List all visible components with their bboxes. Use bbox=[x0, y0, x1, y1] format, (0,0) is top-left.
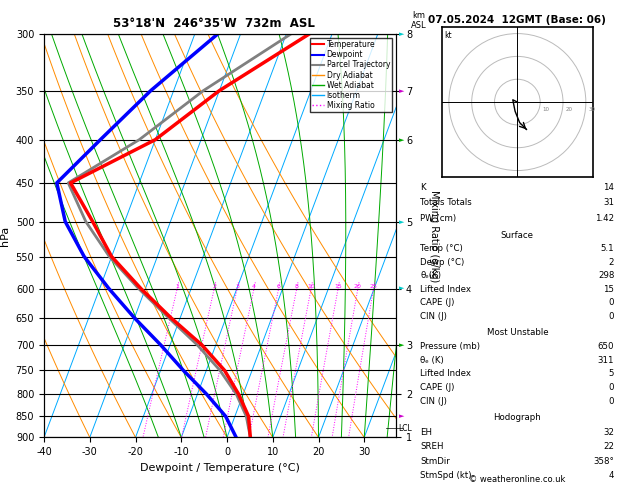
Text: 3: 3 bbox=[235, 283, 239, 289]
Text: Totals Totals: Totals Totals bbox=[420, 198, 472, 208]
Text: Hodograph: Hodograph bbox=[494, 414, 541, 422]
Text: 1.42: 1.42 bbox=[595, 214, 615, 223]
Text: CAPE (J): CAPE (J) bbox=[420, 298, 455, 307]
Text: CAPE (J): CAPE (J) bbox=[420, 383, 455, 392]
Text: CIN (J): CIN (J) bbox=[420, 312, 447, 321]
Text: ►: ► bbox=[399, 219, 405, 225]
Text: ►: ► bbox=[399, 414, 405, 419]
Text: EH: EH bbox=[420, 428, 432, 437]
Text: θₑ (K): θₑ (K) bbox=[420, 356, 444, 364]
Text: 1: 1 bbox=[175, 283, 179, 289]
Text: Most Unstable: Most Unstable bbox=[487, 328, 548, 337]
Text: 25: 25 bbox=[370, 283, 377, 289]
Text: 32: 32 bbox=[603, 428, 615, 437]
Text: 10: 10 bbox=[307, 283, 315, 289]
Text: CIN (J): CIN (J) bbox=[420, 397, 447, 406]
Text: StmSpd (kt): StmSpd (kt) bbox=[420, 471, 472, 480]
Text: 31: 31 bbox=[603, 198, 615, 208]
Text: θₑ(K): θₑ(K) bbox=[420, 271, 442, 280]
Y-axis label: Mixing Ratio (g/kg): Mixing Ratio (g/kg) bbox=[429, 190, 439, 282]
Text: 4: 4 bbox=[609, 471, 615, 480]
Text: kt: kt bbox=[444, 31, 452, 40]
Text: 4: 4 bbox=[252, 283, 256, 289]
Text: 2: 2 bbox=[609, 258, 615, 267]
Text: Pressure (mb): Pressure (mb) bbox=[420, 342, 481, 351]
Text: StmDir: StmDir bbox=[420, 456, 450, 466]
Text: Lifted Index: Lifted Index bbox=[420, 369, 471, 378]
Text: ►: ► bbox=[399, 285, 405, 292]
Text: 15: 15 bbox=[334, 283, 342, 289]
Text: 53°18'N  246°35'W  732m  ASL: 53°18'N 246°35'W 732m ASL bbox=[113, 17, 314, 30]
Text: PW (cm): PW (cm) bbox=[420, 214, 457, 223]
Text: 5: 5 bbox=[609, 369, 615, 378]
Text: 358°: 358° bbox=[593, 456, 615, 466]
Text: 5.1: 5.1 bbox=[601, 244, 615, 253]
Text: 07.05.2024  12GMT (Base: 06): 07.05.2024 12GMT (Base: 06) bbox=[428, 15, 606, 25]
Text: 311: 311 bbox=[598, 356, 615, 364]
Text: 20: 20 bbox=[354, 283, 362, 289]
Y-axis label: hPa: hPa bbox=[0, 226, 10, 246]
Text: 0: 0 bbox=[609, 298, 615, 307]
Text: 2: 2 bbox=[212, 283, 216, 289]
Text: 15: 15 bbox=[603, 285, 615, 294]
Text: 6: 6 bbox=[277, 283, 281, 289]
Text: © weatheronline.co.uk: © weatheronline.co.uk bbox=[469, 474, 565, 484]
X-axis label: Dewpoint / Temperature (°C): Dewpoint / Temperature (°C) bbox=[140, 463, 300, 473]
Text: 22: 22 bbox=[603, 442, 615, 451]
Text: 0: 0 bbox=[609, 383, 615, 392]
Text: 0: 0 bbox=[609, 397, 615, 406]
Text: LCL: LCL bbox=[399, 424, 412, 433]
Text: ►: ► bbox=[399, 31, 405, 37]
Text: ►: ► bbox=[399, 137, 405, 143]
Legend: Temperature, Dewpoint, Parcel Trajectory, Dry Adiabat, Wet Adiabat, Isotherm, Mi: Temperature, Dewpoint, Parcel Trajectory… bbox=[310, 38, 392, 112]
Text: 8: 8 bbox=[295, 283, 299, 289]
Text: 298: 298 bbox=[598, 271, 615, 280]
Text: 0: 0 bbox=[609, 312, 615, 321]
Text: Lifted Index: Lifted Index bbox=[420, 285, 471, 294]
Text: 14: 14 bbox=[603, 183, 615, 192]
Text: Temp (°C): Temp (°C) bbox=[420, 244, 463, 253]
Text: ►: ► bbox=[399, 342, 405, 348]
Text: 650: 650 bbox=[598, 342, 615, 351]
Text: Dewp (°C): Dewp (°C) bbox=[420, 258, 465, 267]
Text: ►: ► bbox=[399, 87, 405, 94]
Text: 20: 20 bbox=[565, 107, 572, 112]
Text: 30: 30 bbox=[588, 107, 595, 112]
Text: SREH: SREH bbox=[420, 442, 444, 451]
Text: Surface: Surface bbox=[501, 231, 534, 240]
Text: km
ASL: km ASL bbox=[411, 11, 427, 30]
Text: K: K bbox=[420, 183, 426, 192]
Text: 10: 10 bbox=[542, 107, 550, 112]
